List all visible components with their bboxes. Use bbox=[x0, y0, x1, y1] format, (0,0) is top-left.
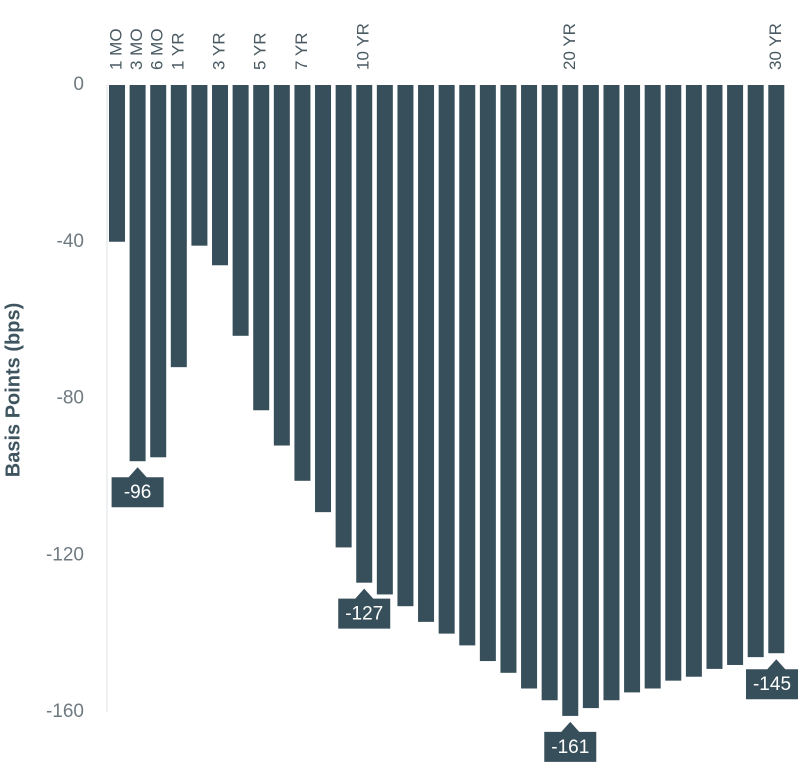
bar bbox=[644, 85, 661, 689]
bar bbox=[232, 85, 249, 336]
y-tick-label: -40 bbox=[57, 231, 84, 252]
bar bbox=[459, 85, 476, 646]
bar bbox=[562, 85, 579, 716]
bar bbox=[624, 85, 641, 693]
value-label-box bbox=[338, 588, 391, 629]
value-label-box bbox=[746, 659, 798, 700]
x-tick-label: 5 YR bbox=[251, 33, 270, 71]
bar bbox=[665, 85, 682, 681]
bar bbox=[438, 85, 455, 634]
bar bbox=[768, 85, 785, 654]
bar bbox=[706, 85, 723, 669]
bar bbox=[294, 85, 311, 481]
bar bbox=[727, 85, 744, 665]
bar bbox=[170, 85, 187, 368]
bar bbox=[479, 85, 496, 662]
x-tick-label: 7 YR bbox=[292, 33, 311, 71]
x-tick-label: 6 MO bbox=[148, 28, 167, 70]
bar bbox=[356, 85, 373, 583]
bar bbox=[500, 85, 517, 673]
bar bbox=[150, 85, 167, 458]
x-tick-label: 1 YR bbox=[168, 33, 187, 71]
bar bbox=[253, 85, 270, 411]
bar bbox=[273, 85, 290, 446]
bar bbox=[129, 85, 146, 462]
value-label: -96 bbox=[124, 482, 151, 503]
bar bbox=[747, 85, 764, 658]
bar bbox=[685, 85, 702, 677]
bar bbox=[191, 85, 208, 246]
value-label-box bbox=[111, 467, 164, 508]
x-tick-label: 10 YR bbox=[354, 23, 373, 70]
x-tick-label: 20 YR bbox=[560, 23, 579, 70]
bar bbox=[603, 85, 620, 701]
bar bbox=[376, 85, 393, 595]
value-label-box bbox=[544, 721, 597, 762]
value-label: -145 bbox=[753, 674, 791, 695]
x-tick-label: 30 YR bbox=[766, 23, 785, 70]
bar bbox=[521, 85, 538, 689]
x-tick-label: 3 MO bbox=[127, 28, 146, 70]
y-tick-label: -80 bbox=[57, 388, 84, 409]
bar bbox=[418, 85, 435, 622]
bar bbox=[397, 85, 414, 607]
bar bbox=[335, 85, 352, 548]
bar bbox=[582, 85, 599, 709]
x-tick-label: 1 MO bbox=[106, 28, 125, 70]
x-tick-label: 3 YR bbox=[210, 33, 229, 71]
y-tick-label: -120 bbox=[46, 544, 84, 565]
y-tick-label: 0 bbox=[73, 74, 84, 95]
value-label: -127 bbox=[345, 604, 383, 625]
value-label: -161 bbox=[551, 737, 589, 758]
bar bbox=[212, 85, 229, 266]
bar bbox=[109, 85, 126, 242]
y-axis-title: Basis Points (bps) bbox=[2, 303, 24, 477]
bar bbox=[541, 85, 558, 701]
bar bbox=[315, 85, 332, 513]
y-tick-label: -160 bbox=[46, 701, 84, 722]
